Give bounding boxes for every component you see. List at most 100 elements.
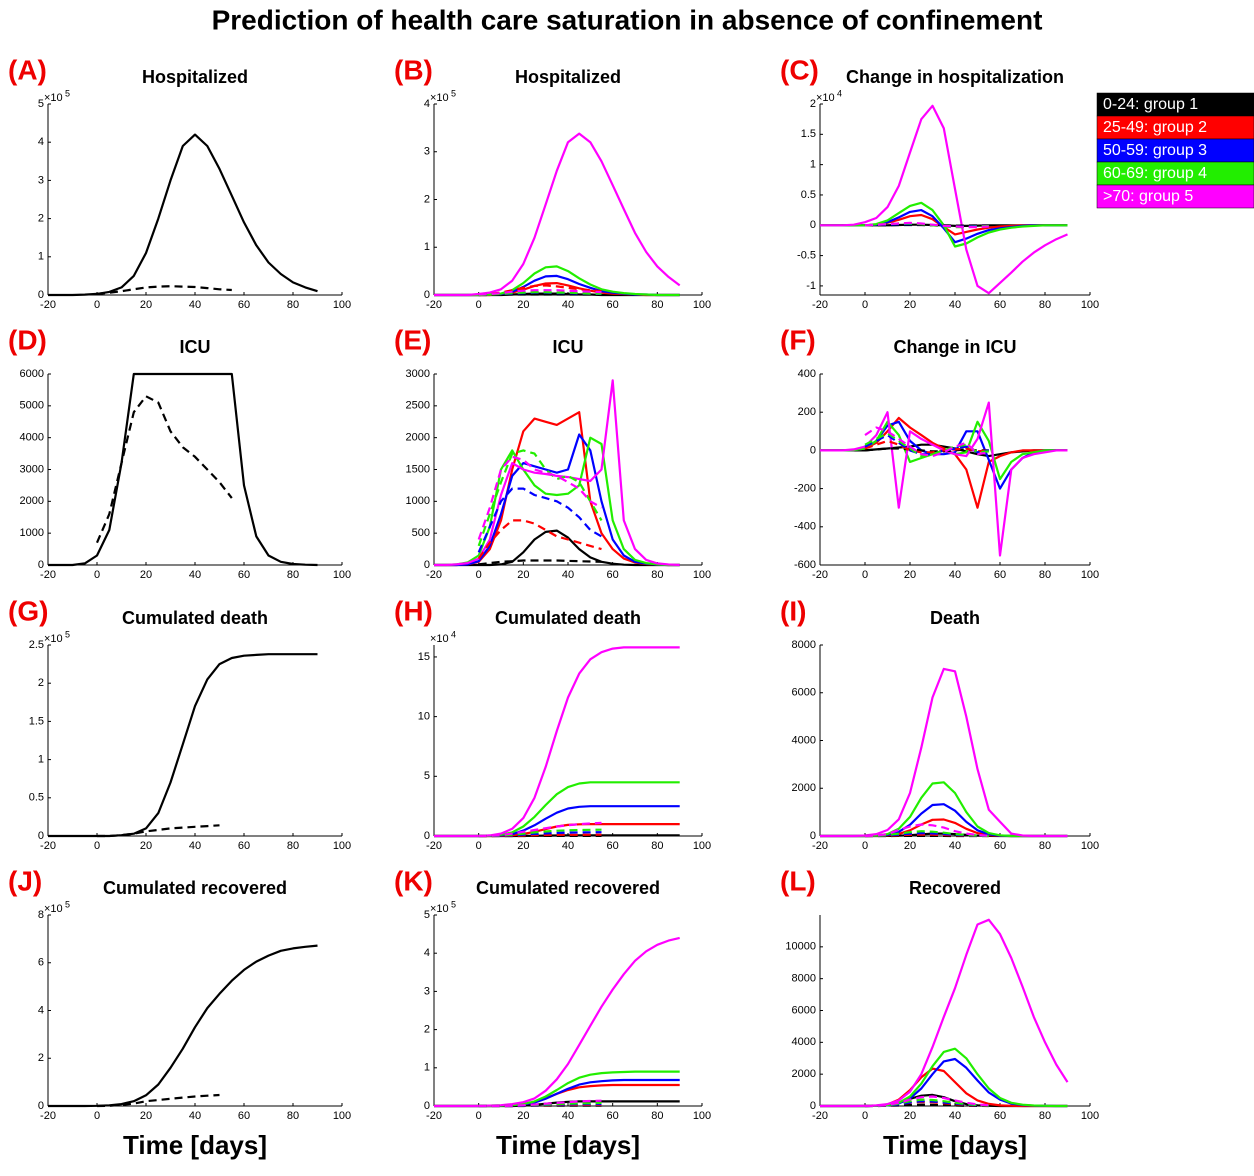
y-tick-label: 2	[38, 213, 44, 225]
y-tick-label: 2000	[792, 1068, 816, 1080]
y-exponent: 4	[451, 629, 456, 639]
y-exponent: 5	[65, 899, 70, 909]
x-tick-label: 20	[517, 1110, 529, 1122]
x-tick-label: 0	[476, 1110, 482, 1122]
x-tick-label: 20	[904, 569, 916, 581]
x-tick-label: 60	[994, 299, 1006, 311]
x-tick-label: 100	[693, 299, 711, 311]
x-tick-label: 60	[994, 1110, 1006, 1122]
x-tick-label: 40	[189, 569, 201, 581]
panel-title: Cumulated death	[495, 608, 641, 628]
y-tick-label: 400	[798, 368, 816, 380]
x-tick-label: 40	[562, 1110, 574, 1122]
y-tick-label: 2000	[20, 495, 44, 507]
x-axis-label: Time [days]	[496, 1130, 640, 1160]
y-tick-label: 1	[810, 159, 816, 171]
x-tick-label: 60	[238, 840, 250, 852]
x-tick-label: 60	[238, 569, 250, 581]
x-tick-label: 20	[517, 840, 529, 852]
y-tick-label: 6	[38, 957, 44, 969]
x-tick-label: 80	[1039, 840, 1051, 852]
panel-title: Hospitalized	[515, 67, 621, 87]
y-tick-label: 0	[424, 289, 430, 301]
x-tick-label: 40	[562, 840, 574, 852]
panel-label: (B)	[394, 54, 433, 85]
x-tick-label: 40	[949, 840, 961, 852]
y-tick-label: 3	[424, 985, 430, 997]
x-tick-label: 100	[693, 569, 711, 581]
x-tick-label: 60	[994, 840, 1006, 852]
x-tick-label: 60	[238, 1110, 250, 1122]
y-tick-label: 1	[424, 1062, 430, 1074]
x-tick-label: 80	[1039, 1110, 1051, 1122]
x-tick-label: 0	[476, 840, 482, 852]
x-tick-label: 100	[1081, 1110, 1099, 1122]
panel-title: ICU	[180, 337, 211, 357]
x-tick-label: 100	[693, 840, 711, 852]
y-tick-label: 2	[424, 1024, 430, 1036]
x-tick-label: 20	[140, 1110, 152, 1122]
x-tick-label: 80	[287, 569, 299, 581]
y-tick-label: -0.5	[797, 249, 816, 261]
y-tick-label: 200	[798, 406, 816, 418]
y-tick-label: 4	[38, 1004, 44, 1016]
x-tick-label: 80	[1039, 569, 1051, 581]
x-tick-label: 80	[1039, 299, 1051, 311]
y-tick-label: 0	[810, 444, 816, 456]
y-tick-label: 8000	[792, 973, 816, 985]
y-multiplier: ×10	[44, 633, 63, 645]
panel-title: Cumulated death	[122, 608, 268, 628]
x-tick-label: 80	[287, 840, 299, 852]
y-tick-label: 1500	[406, 463, 430, 475]
y-tick-label: 3000	[20, 463, 44, 475]
x-tick-label: 0	[94, 299, 100, 311]
panel-label: (A)	[8, 54, 47, 85]
x-tick-label: 40	[949, 1110, 961, 1122]
x-tick-label: 20	[517, 299, 529, 311]
x-tick-label: 20	[140, 569, 152, 581]
y-tick-label: 10	[418, 711, 430, 723]
y-tick-label: 0	[810, 1100, 816, 1112]
y-exponent: 5	[65, 88, 70, 98]
panel-title: Hospitalized	[142, 67, 248, 87]
y-tick-label: 6000	[792, 1004, 816, 1016]
y-tick-label: 2000	[406, 432, 430, 444]
y-tick-label: 15	[418, 651, 430, 663]
panel-title: Change in ICU	[893, 337, 1016, 357]
x-tick-label: 60	[607, 840, 619, 852]
x-tick-label: 40	[189, 840, 201, 852]
y-exponent: 5	[451, 899, 456, 909]
x-tick-label: 100	[333, 569, 351, 581]
y-tick-label: 5000	[20, 400, 44, 412]
x-tick-label: 100	[333, 840, 351, 852]
x-tick-label: 0	[862, 1110, 868, 1122]
y-multiplier: ×10	[430, 633, 449, 645]
y-tick-label: -400	[794, 521, 816, 533]
y-tick-label: 3000	[406, 368, 430, 380]
x-tick-label: 100	[693, 1110, 711, 1122]
legend-label: 50-59: group 3	[1103, 142, 1207, 159]
x-tick-label: 80	[651, 1110, 663, 1122]
y-tick-label: 0.5	[801, 189, 816, 201]
y-multiplier: ×10	[430, 903, 449, 915]
panel-title: Death	[930, 608, 980, 628]
y-tick-label: 4000	[792, 734, 816, 746]
y-tick-label: 0	[424, 1100, 430, 1112]
panel-label: (H)	[394, 595, 433, 626]
y-tick-label: 0	[810, 830, 816, 842]
x-tick-label: 40	[189, 1110, 201, 1122]
y-tick-label: 5	[424, 770, 430, 782]
y-tick-label: 2.5	[29, 639, 44, 651]
y-tick-label: -1	[806, 280, 816, 292]
y-tick-label: 0	[424, 830, 430, 842]
x-tick-label: 0	[94, 569, 100, 581]
x-tick-label: 100	[1081, 299, 1099, 311]
x-tick-label: 100	[1081, 840, 1099, 852]
x-tick-label: 80	[287, 299, 299, 311]
panel-label: (L)	[780, 865, 816, 896]
x-tick-label: 20	[904, 1110, 916, 1122]
y-tick-label: 2500	[406, 400, 430, 412]
y-tick-label: 4000	[20, 432, 44, 444]
x-tick-label: 60	[607, 1110, 619, 1122]
panel-label: (D)	[8, 324, 47, 355]
